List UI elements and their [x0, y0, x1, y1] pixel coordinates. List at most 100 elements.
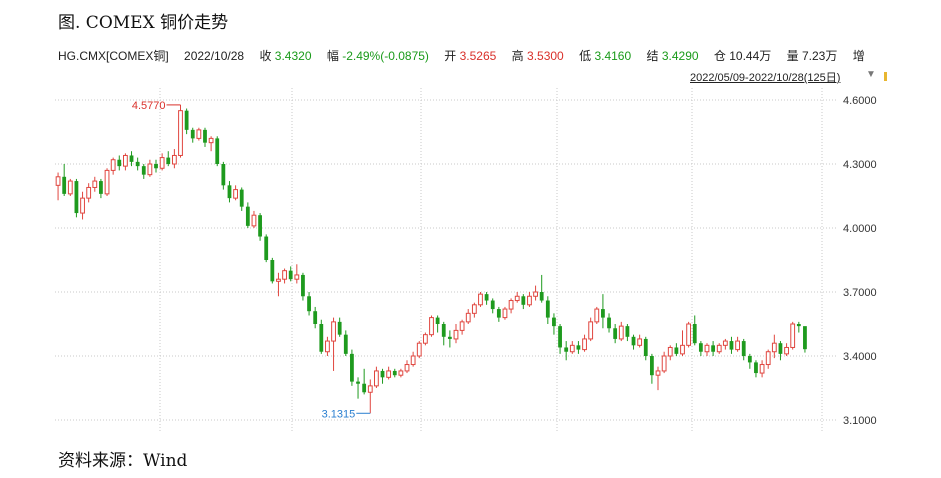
- candle-body: [104, 169, 110, 195]
- chart-title: 图. COMEX 铜价走势: [58, 13, 229, 33]
- candle-body: [398, 370, 404, 376]
- y-tick-label: 4.3000: [843, 159, 877, 171]
- candle-body: [667, 346, 673, 357]
- candle-body: [80, 197, 85, 214]
- candle-body: [416, 342, 422, 357]
- y-tick-label: 3.1000: [843, 415, 877, 427]
- source-note: 资料来源：Wind: [58, 451, 188, 471]
- candle-body: [245, 206, 250, 226]
- candle-body: [765, 351, 771, 366]
- candle-body: [601, 309, 605, 318]
- candle-body: [258, 215, 262, 237]
- y-tick-label: 4.6000: [843, 95, 877, 107]
- candle-body: [649, 356, 654, 376]
- candle-body: [356, 381, 360, 384]
- candle-body: [159, 157, 165, 169]
- low-label: 低: [579, 49, 592, 63]
- open-value: 3.5265: [459, 49, 497, 63]
- candle-body: [196, 129, 202, 139]
- candle-body: [594, 308, 600, 323]
- symbol-label: HG.CMX[COMEX铜]: [58, 49, 169, 63]
- range-dropdown-icon[interactable]: ▼: [866, 69, 876, 80]
- candle-body: [545, 300, 550, 318]
- settle-label: 结: [646, 49, 659, 63]
- candle-body: [166, 157, 171, 164]
- candle-body: [698, 343, 703, 352]
- candle-body: [704, 344, 710, 353]
- more-label: 增: [852, 49, 865, 63]
- candle-body: [313, 311, 318, 324]
- candle-body: [208, 137, 214, 144]
- volume-value: 7.23万: [801, 49, 838, 63]
- candle-body: [453, 329, 459, 340]
- candle-body: [67, 180, 73, 195]
- candle-body: [803, 326, 807, 350]
- candle-body: [386, 370, 392, 378]
- open-interest-value: 10.44万: [729, 49, 772, 63]
- candle-body: [447, 336, 452, 339]
- high-value: 3.5300: [527, 49, 564, 63]
- max-annotation-label: 4.5770: [132, 100, 166, 112]
- candle-body: [233, 189, 238, 199]
- candle-body: [92, 180, 98, 188]
- candle-body: [502, 308, 508, 319]
- candle-body: [655, 370, 661, 376]
- candle-body: [294, 274, 300, 280]
- candle-body: [729, 341, 734, 350]
- candle-body: [410, 355, 416, 366]
- quote-info-bar: HG.CMX[COMEX铜] 2022/10/28 收 3.4320 幅 -2.…: [58, 47, 888, 65]
- y-tick-label: 4.0000: [843, 223, 877, 235]
- candle-body: [282, 270, 287, 280]
- candle-body: [552, 317, 556, 327]
- close-value: 3.4320: [274, 49, 312, 63]
- candle-body: [190, 129, 195, 139]
- candle-body: [643, 338, 648, 356]
- candle-body: [350, 353, 354, 382]
- candle-body: [539, 292, 544, 301]
- candle-body: [490, 300, 495, 310]
- candle-body: [784, 346, 789, 355]
- candle-body: [55, 176, 61, 186]
- candle-body: [778, 343, 783, 354]
- candle-body: [178, 110, 183, 156]
- candle-body: [129, 155, 134, 162]
- date-range-selector[interactable]: 2022/05/09-2022/10/28(125日): [690, 72, 841, 84]
- candle-body: [478, 293, 483, 306]
- candle-body: [99, 181, 103, 194]
- candle-body: [759, 364, 765, 374]
- candle-body: [674, 347, 679, 354]
- candle-body: [692, 324, 697, 344]
- candle-body: [123, 154, 128, 167]
- min-annotation-label: 3.1315: [322, 408, 356, 420]
- candle-body: [325, 340, 330, 353]
- candle-body: [74, 181, 79, 214]
- candle-body: [276, 278, 281, 282]
- candle-body: [367, 385, 373, 393]
- candle-body: [117, 159, 122, 167]
- candle-body: [716, 344, 722, 353]
- candle-body: [319, 324, 324, 352]
- candle-body: [747, 356, 752, 363]
- volume-label: 量: [786, 49, 799, 63]
- date-label: 2022/10/28: [184, 49, 245, 63]
- settle-value: 3.4290: [661, 49, 699, 63]
- candle-body: [362, 383, 367, 393]
- candle-body: [741, 341, 746, 356]
- candle-body: [735, 340, 740, 351]
- candle-body: [637, 338, 643, 346]
- candle-body: [661, 355, 667, 372]
- candle-body: [625, 326, 630, 337]
- candle-body: [613, 328, 618, 339]
- candle-body: [135, 161, 140, 167]
- candle-body: [533, 291, 538, 297]
- low-value: 3.4160: [594, 49, 632, 63]
- candle-body: [307, 296, 311, 312]
- candle-body: [380, 370, 385, 378]
- candle-body: [154, 164, 158, 169]
- candle-body: [331, 321, 336, 342]
- candle-body: [607, 317, 611, 329]
- candle-body: [429, 317, 434, 336]
- candle-body: [264, 236, 269, 260]
- candle-body: [459, 321, 465, 331]
